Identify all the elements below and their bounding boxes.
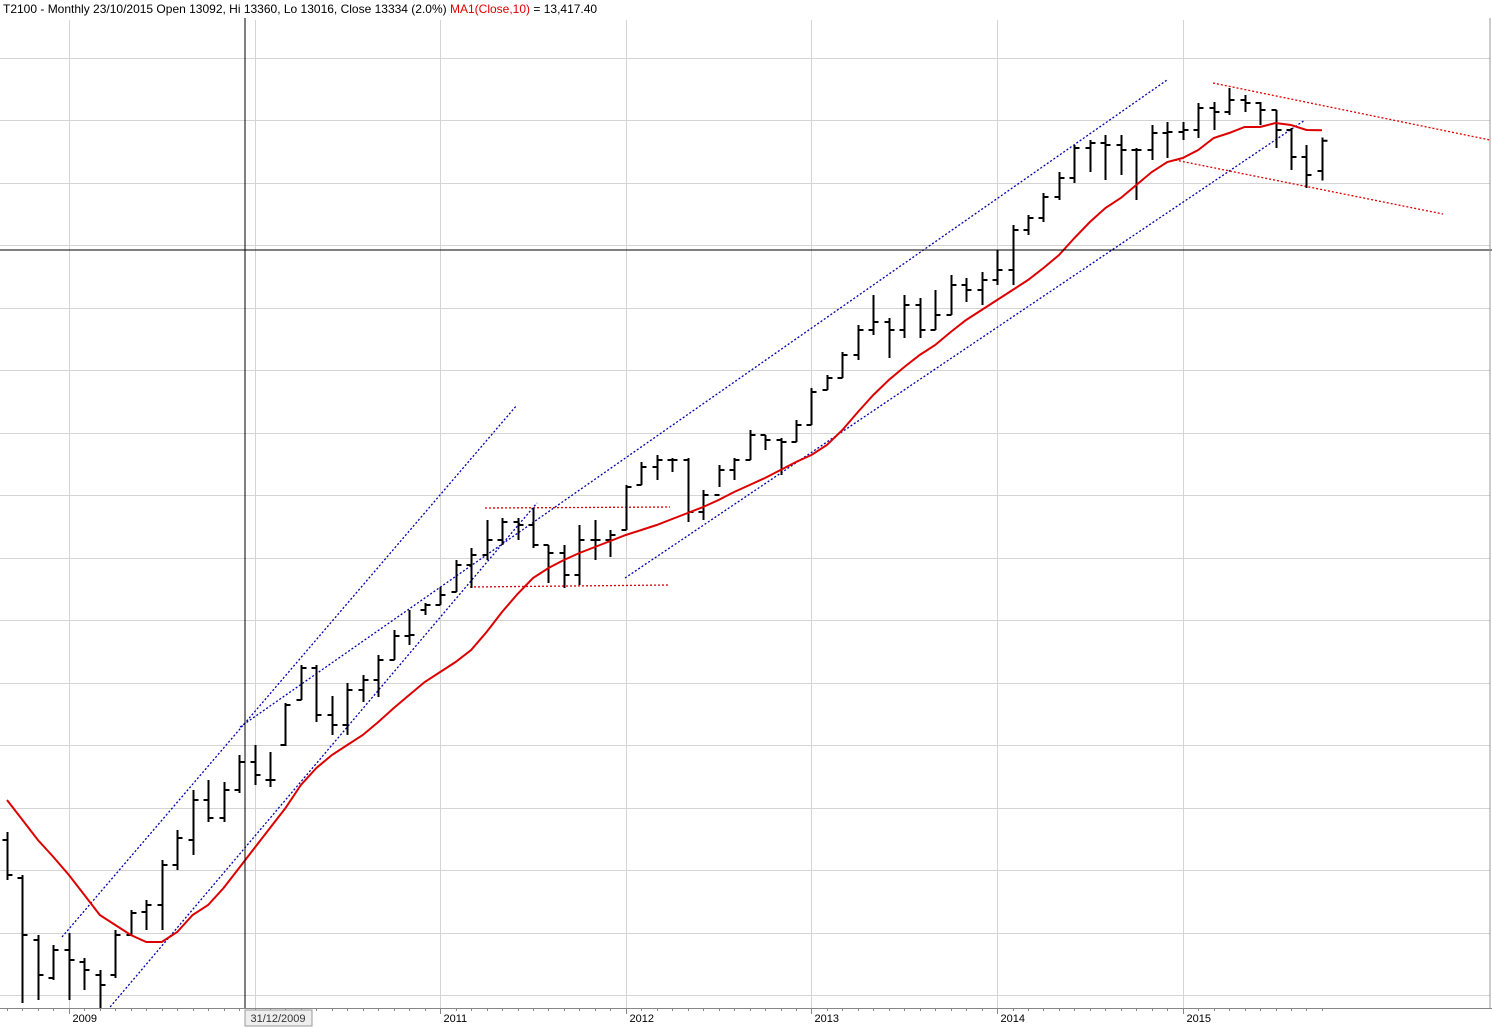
crosshair-label-box bbox=[244, 1009, 313, 1027]
x-tick-label: 2014 bbox=[1001, 1013, 1025, 1025]
trendline bbox=[484, 506, 671, 509]
ma-line bbox=[6, 121, 1323, 943]
crosshair-label: 31/12/2009 bbox=[250, 1013, 305, 1025]
x-tick-label: 2011 bbox=[444, 1013, 468, 1025]
x-tick-label: 2015 bbox=[1187, 1013, 1211, 1025]
chart-title: T2100 - Monthly 23/10/2015 Open 13092, H… bbox=[3, 2, 447, 16]
header: T2100 - Monthly 23/10/2015 Open 13092, H… bbox=[3, 1, 597, 17]
x-tick-label: 2012 bbox=[630, 1013, 654, 1025]
trendline bbox=[104, 502, 538, 1014]
x-tick-label: 2009 bbox=[73, 1013, 97, 1025]
trendline bbox=[239, 79, 1168, 728]
trendline bbox=[469, 584, 671, 588]
trendline bbox=[61, 404, 518, 938]
indicator-name: MA1(Close,10) bbox=[450, 2, 531, 16]
x-tick-label: 2013 bbox=[815, 1013, 839, 1025]
trendline bbox=[1174, 159, 1444, 215]
trendline bbox=[624, 119, 1306, 579]
trendlines bbox=[61, 79, 1491, 1014]
indicator-value: = 13,417.40 bbox=[533, 2, 598, 16]
moving-average bbox=[6, 121, 1323, 943]
x-axis-strip bbox=[0, 1008, 1492, 1027]
trendline bbox=[1212, 82, 1491, 141]
grid bbox=[0, 20, 1490, 1008]
